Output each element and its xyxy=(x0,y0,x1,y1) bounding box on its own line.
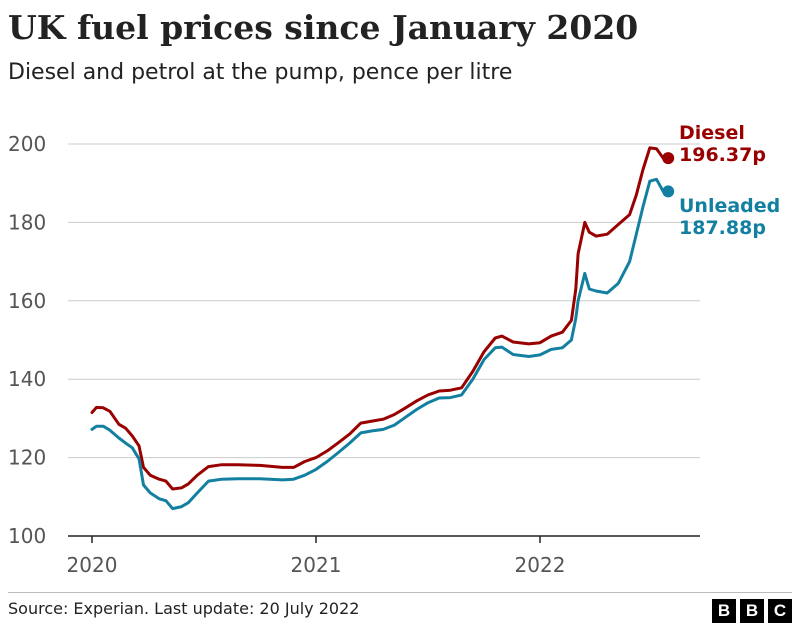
y-tick-label-180: 180 xyxy=(8,210,46,234)
y-tick-label-160: 160 xyxy=(8,289,46,313)
y-tick-label-100: 100 xyxy=(8,524,46,548)
unleaded-end-value-label: 187.88p xyxy=(679,217,766,239)
chart-subtitle: Diesel and petrol at the pump, pence per… xyxy=(8,60,513,85)
footer-divider xyxy=(8,592,792,593)
bbc-logo-letter-3: C xyxy=(768,599,792,623)
diesel-series-label: Diesel xyxy=(679,122,745,144)
bbc-logo-letter-1: B xyxy=(712,599,736,623)
diesel-end-value-label: 196.37p xyxy=(679,144,766,166)
chart-title: UK fuel prices since January 2020 xyxy=(8,8,639,47)
unleaded-end-marker xyxy=(662,185,675,198)
y-tick-label-120: 120 xyxy=(8,446,46,470)
x-tick-label-2021: 2021 xyxy=(291,553,342,577)
fuel-price-chart: 100 120 140 160 180 200 2020 2021 2022 Diesel196.… xyxy=(8,122,780,577)
y-tick-label-140: 140 xyxy=(8,367,46,391)
unleaded-line xyxy=(90,177,665,511)
y-tick-label-200: 200 xyxy=(8,132,46,156)
diesel-end-marker xyxy=(662,152,675,165)
bbc-logo: B B C xyxy=(712,599,792,623)
x-tick-label-2020: 2020 xyxy=(67,553,118,577)
unleaded-series-label: Unleaded xyxy=(679,195,780,217)
diesel-line xyxy=(90,146,665,491)
source-note: Source: Experian. Last update: 20 July 2… xyxy=(8,599,360,618)
bbc-logo-letter-2: B xyxy=(740,599,764,623)
x-tick-label-2022: 2022 xyxy=(515,553,566,577)
